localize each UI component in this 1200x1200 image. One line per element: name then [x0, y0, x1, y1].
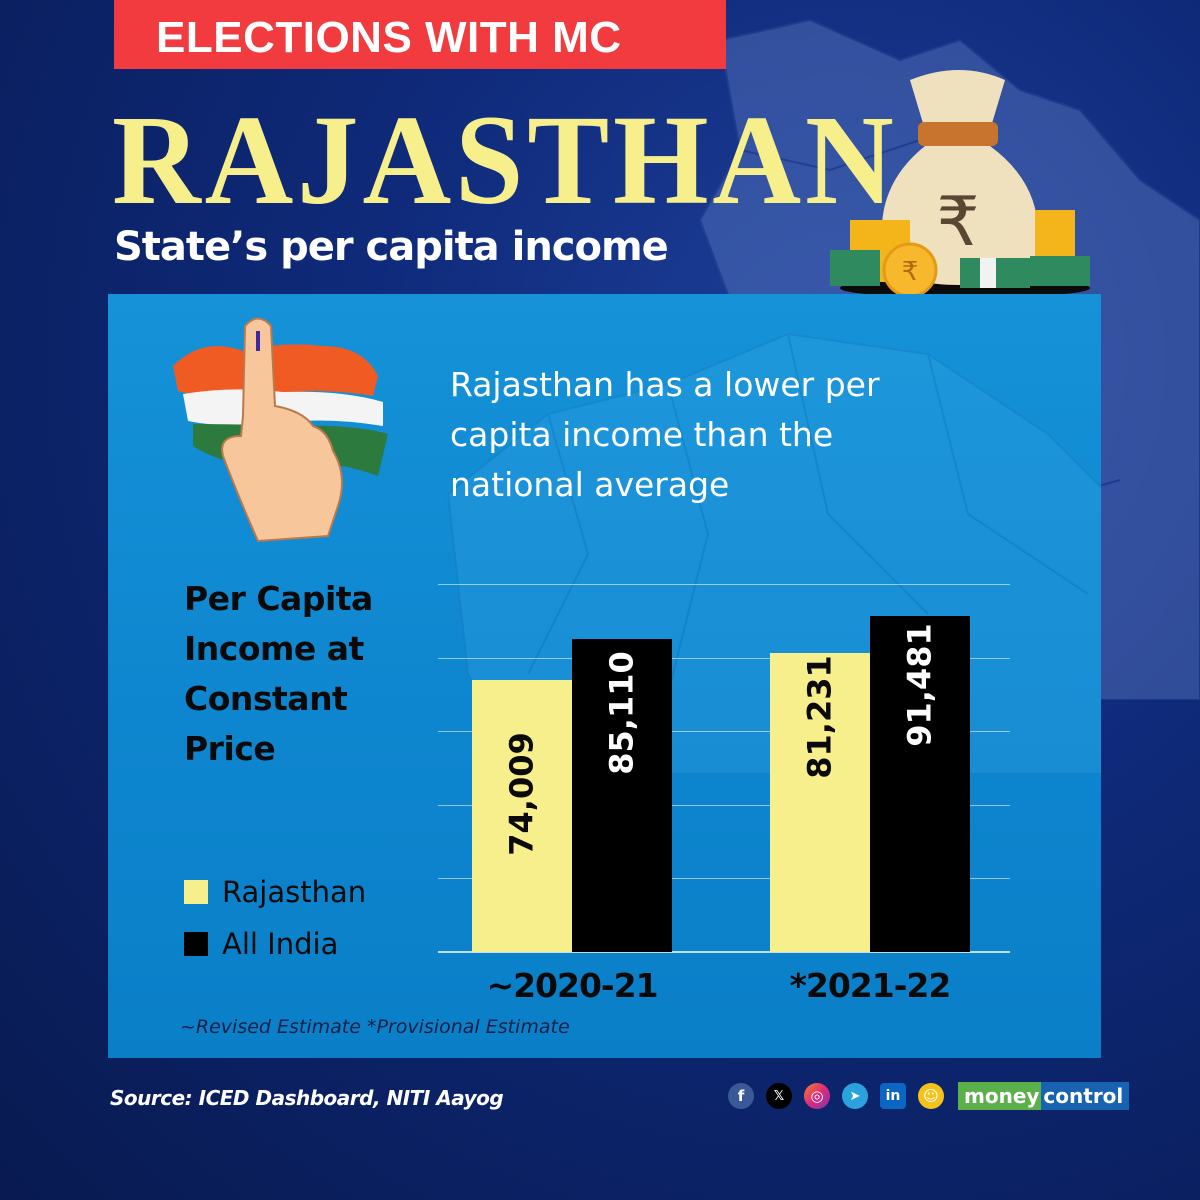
legend-label: Rajasthan [222, 875, 367, 909]
x-icon[interactable]: 𝕏 [766, 1083, 792, 1109]
x-tick-label-2021-22: *2021-22 [789, 966, 952, 1005]
x-axis-baseline [438, 951, 1010, 953]
logo-money: money [958, 1082, 1042, 1110]
voter-finger-icon [173, 317, 388, 543]
facebook-icon[interactable]: f [728, 1083, 754, 1109]
snapchat-icon[interactable]: ☺ [918, 1083, 944, 1109]
gridline [438, 658, 1010, 659]
legend-swatch-rajasthan [184, 880, 208, 904]
bar-all-india-2021-22: 91,481 [870, 616, 970, 952]
series-banner: ELECTIONS WITH MC [114, 0, 726, 69]
bar-rajasthan-2021-22: 81,231 [770, 653, 870, 952]
bar-all-india-2020-21: 85,110 [572, 639, 672, 952]
bar-rajasthan-2020-21: 74,009 [472, 680, 572, 952]
social-links: f 𝕏 ◎ ➤ in ☺ money control [728, 1082, 1130, 1110]
legend-label: All India [222, 927, 339, 961]
page-subtitle: State’s per capita income [114, 224, 669, 270]
bar-value-label: 74,009 [503, 732, 542, 856]
page-title: RAJASTHAN [112, 89, 898, 231]
chart-headline: Rajasthan has a lower per capita income … [450, 365, 880, 504]
bar-value-label: 91,481 [901, 623, 940, 747]
chart-footnote: ~Revised Estimate *Provisional Estimate [180, 1016, 570, 1038]
instagram-icon[interactable]: ◎ [804, 1083, 830, 1109]
svg-text:₹: ₹ [936, 183, 979, 262]
telegram-icon[interactable]: ➤ [842, 1083, 868, 1109]
chart-panel: Rajasthan has a lower per capita income … [108, 294, 1101, 1058]
gridline [438, 731, 1010, 732]
legend-item-rajasthan: Rajasthan [184, 866, 366, 918]
legend-swatch-all-india [184, 932, 208, 956]
linkedin-icon[interactable]: in [880, 1083, 906, 1109]
y-axis-label: Per Capita Income at Constant Price [184, 579, 373, 768]
chart-legend: Rajasthan All India [184, 866, 366, 970]
svg-text:₹: ₹ [902, 257, 919, 287]
gridline [438, 878, 1010, 879]
x-tick-label-2020-21: ~2020-21 [486, 966, 658, 1005]
bar-value-label: 85,110 [603, 651, 642, 775]
bar-chart: 74,009 85,110 81,231 91,481 [438, 584, 1010, 954]
source-credit: Source: ICED Dashboard, NITI Aayog [110, 1086, 504, 1110]
gridline [438, 805, 1010, 806]
bar-value-label: 81,231 [801, 655, 840, 779]
legend-item-all-india: All India [184, 918, 366, 970]
moneycontrol-logo[interactable]: money control [958, 1082, 1130, 1110]
money-bag-icon: ₹ ₹ [830, 70, 1090, 298]
gridline [438, 584, 1010, 585]
logo-control: control [1041, 1082, 1130, 1110]
